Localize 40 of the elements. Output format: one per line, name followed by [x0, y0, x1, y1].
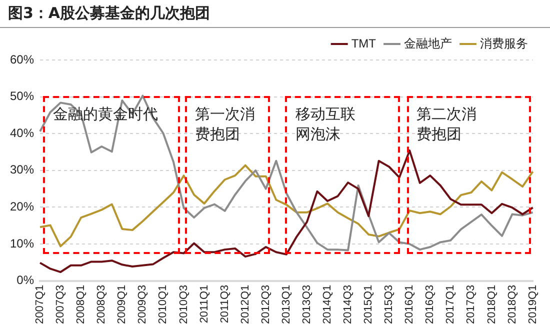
x-tick-label: 2012Q3 [260, 284, 272, 324]
y-tick-label: 20% [10, 200, 34, 214]
x-tick-label: 2012Q1 [239, 284, 252, 324]
legend-label: TMT [351, 36, 377, 50]
y-tick-label: 50% [10, 89, 34, 104]
y-tick-label: 30% [10, 162, 34, 177]
x-tick-label: 2018Q1 [486, 284, 498, 324]
x-tick-label: 2010Q3 [178, 284, 190, 324]
x-tick-label: 2011Q3 [218, 284, 231, 324]
x-tick-label: 2009Q1 [116, 284, 128, 324]
annotation: 第二次消费抱团 [416, 104, 478, 144]
x-tick-label: 2016Q1 [404, 284, 416, 324]
legend-label: 金融地产 [404, 36, 452, 50]
y-tick-label: 60% [10, 52, 34, 66]
x-tick-label: 2007Q3 [54, 284, 67, 324]
annotation: 第一次消费抱团 [194, 104, 256, 144]
y-tick-label: 10% [10, 236, 34, 250]
chart-title: 图3：A股公募基金的几次抱团 [0, 0, 550, 28]
x-tick-label: 2015Q1 [362, 284, 375, 324]
y-tick-label: 40% [10, 126, 34, 140]
y-tick-label: 0% [16, 273, 34, 288]
x-tick-label: 2013Q1 [280, 284, 292, 324]
x-tick-label: 2015Q3 [383, 284, 396, 324]
x-tick-label: 2019Q1 [526, 284, 539, 324]
x-tick-label: 2011Q1 [198, 284, 210, 324]
annotation: 金融的黄金时代 [53, 104, 160, 124]
x-tick-label: 2008Q1 [75, 284, 88, 324]
x-tick-label: 2017Q1 [444, 284, 457, 324]
x-tick-label: 2009Q3 [136, 284, 149, 324]
annotation: 移动互联网泡沫 [295, 104, 356, 144]
x-tick-label: 2014Q3 [342, 284, 354, 324]
x-tick-label: 2014Q1 [322, 284, 334, 324]
x-tick-label: 2010Q1 [157, 284, 170, 324]
x-tick-label: 2016Q3 [424, 284, 436, 324]
x-tick-label: 2017Q3 [465, 284, 478, 324]
x-tick-label: 2008Q3 [96, 284, 108, 324]
x-tick-label: 2013Q3 [300, 284, 313, 324]
x-tick-label: 2007Q1 [34, 284, 46, 324]
legend-label: 消费服务 [480, 36, 528, 50]
x-tick-label: 2018Q3 [506, 284, 518, 324]
